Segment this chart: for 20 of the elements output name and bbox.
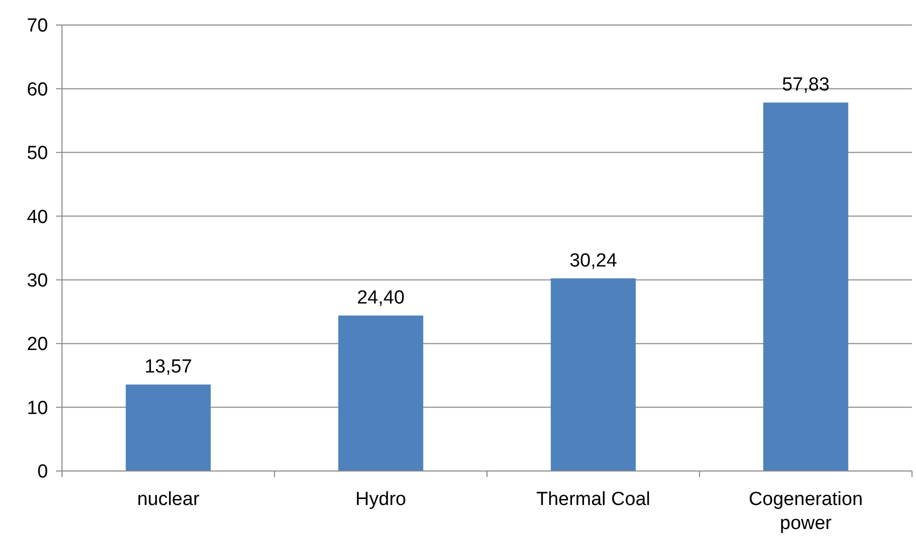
y-tick-label: 30 [26,270,48,292]
data-label: 13,57 [144,356,192,378]
y-tick-label: 60 [26,79,48,100]
y-tick-label: 50 [26,143,48,164]
x-tick-label: nuclear [137,489,200,510]
x-tick-label: Hydro [355,489,406,510]
x-tick-label: Cogeneration power [748,489,863,534]
y-tick-label: 20 [26,334,48,356]
y-tick-label: 40 [26,206,48,228]
y-tick-label: 10 [26,398,48,419]
data-label: 30,24 [569,250,618,272]
y-tick-label: 70 [26,16,48,37]
bar [550,278,636,471]
x-tick-label: Thermal Coal [536,489,650,510]
bar [126,384,211,471]
data-label: 24,40 [356,288,405,309]
bar [763,102,848,471]
y-tick-label: 0 [37,462,48,483]
bar [338,316,424,471]
data-label: 57,83 [782,74,830,96]
